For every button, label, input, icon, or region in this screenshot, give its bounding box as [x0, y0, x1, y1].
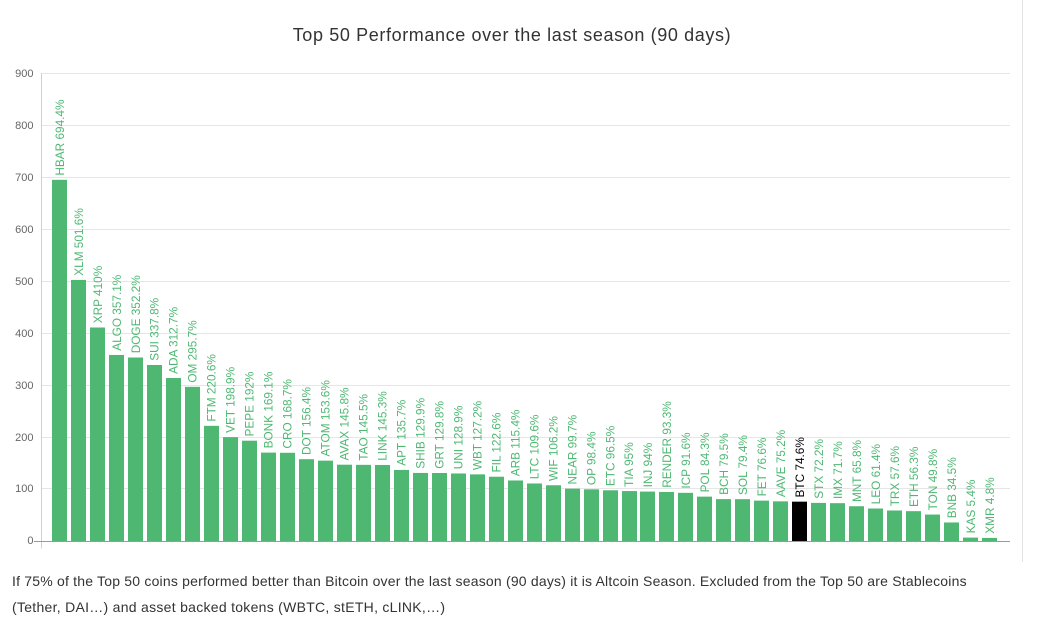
svg-text:INJ 94%: INJ 94%: [641, 442, 655, 487]
svg-text:KAS 5.4%: KAS 5.4%: [964, 479, 978, 533]
svg-text:XMR 4.8%: XMR 4.8%: [983, 477, 997, 534]
svg-text:UNI 128.9%: UNI 128.9%: [451, 405, 465, 469]
svg-text:AVAX 145.8%: AVAX 145.8%: [338, 387, 352, 461]
svg-text:ETH 56.3%: ETH 56.3%: [907, 446, 921, 507]
svg-text:CRO 168.7%: CRO 168.7%: [281, 379, 295, 449]
svg-text:PEPE 192%: PEPE 192%: [243, 371, 257, 436]
svg-text:400: 400: [15, 328, 33, 340]
svg-text:500: 500: [15, 276, 33, 288]
svg-text:XRP 410%: XRP 410%: [91, 265, 105, 323]
svg-text:300: 300: [15, 380, 33, 392]
svg-text:BTC 74.6%: BTC 74.6%: [793, 437, 807, 498]
svg-text:NEAR 99.7%: NEAR 99.7%: [565, 414, 579, 484]
svg-text:RENDER 93.3%: RENDER 93.3%: [660, 401, 674, 488]
svg-text:OP 98.4%: OP 98.4%: [584, 431, 598, 485]
svg-text:POL 84.3%: POL 84.3%: [698, 432, 712, 492]
svg-text:200: 200: [15, 432, 33, 444]
svg-text:TIA 95%: TIA 95%: [622, 442, 636, 487]
svg-text:MNT 65.8%: MNT 65.8%: [850, 439, 864, 502]
svg-text:DOT 156.4%: DOT 156.4%: [300, 386, 314, 454]
svg-text:SHIB 129.9%: SHIB 129.9%: [413, 397, 427, 468]
svg-text:OM 295.7%: OM 295.7%: [186, 320, 200, 383]
svg-text:ARB 115.4%: ARB 115.4%: [508, 409, 522, 476]
svg-text:800: 800: [15, 120, 33, 132]
svg-text:LINK 145.3%: LINK 145.3%: [376, 391, 390, 461]
svg-text:900: 900: [15, 68, 33, 80]
svg-text:BCH 79.5%: BCH 79.5%: [717, 433, 731, 495]
svg-text:600: 600: [15, 224, 33, 236]
svg-text:ALGO 357.1%: ALGO 357.1%: [110, 274, 124, 351]
svg-text:STX 72.2%: STX 72.2%: [812, 439, 826, 499]
svg-text:TON 49.8%: TON 49.8%: [926, 448, 940, 510]
svg-text:ICP 91.6%: ICP 91.6%: [679, 432, 693, 489]
svg-text:SOL 79.4%: SOL 79.4%: [736, 435, 750, 495]
svg-text:0: 0: [27, 535, 33, 547]
svg-text:XLM 501.6%: XLM 501.6%: [72, 208, 86, 276]
svg-text:BONK 169.1%: BONK 169.1%: [262, 371, 276, 448]
svg-text:LTC 109.6%: LTC 109.6%: [527, 414, 541, 479]
svg-text:GRT 129.8%: GRT 129.8%: [432, 401, 446, 469]
svg-text:ADA 312.7%: ADA 312.7%: [167, 306, 181, 373]
svg-text:IMX 71.7%: IMX 71.7%: [831, 441, 845, 499]
svg-text:APT 135.7%: APT 135.7%: [394, 399, 408, 466]
svg-text:HBAR 694.4%: HBAR 694.4%: [53, 99, 67, 176]
svg-text:ATOM 153.6%: ATOM 153.6%: [319, 380, 333, 457]
svg-text:AAVE 75.2%: AAVE 75.2%: [774, 429, 788, 497]
svg-text:FIL 122.6%: FIL 122.6%: [489, 412, 503, 472]
svg-text:LEO 61.4%: LEO 61.4%: [869, 443, 883, 504]
svg-text:BNB 34.5%: BNB 34.5%: [945, 457, 959, 518]
svg-text:WBT 127.2%: WBT 127.2%: [470, 400, 484, 470]
svg-text:TAO 145.5%: TAO 145.5%: [357, 393, 371, 460]
svg-text:ETC 96.5%: ETC 96.5%: [603, 425, 617, 486]
svg-text:WIF 106.2%: WIF 106.2%: [546, 416, 560, 481]
svg-text:TRX 57.6%: TRX 57.6%: [888, 445, 902, 506]
svg-text:DOGE 352.2%: DOGE 352.2%: [129, 275, 143, 354]
svg-text:100: 100: [15, 483, 33, 495]
svg-text:FTM 220.6%: FTM 220.6%: [205, 354, 219, 422]
svg-text:FET 76.6%: FET 76.6%: [755, 437, 769, 496]
svg-text:SUI 337.8%: SUI 337.8%: [148, 297, 162, 360]
svg-text:700: 700: [15, 172, 33, 184]
svg-text:VET 198.9%: VET 198.9%: [224, 366, 238, 433]
